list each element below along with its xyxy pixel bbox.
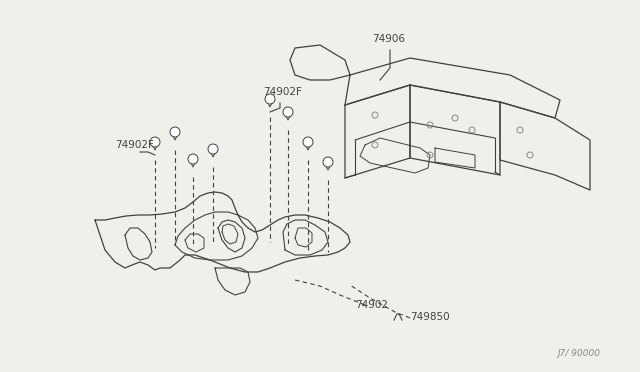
Text: 74902F: 74902F [115, 140, 154, 150]
Text: 74906: 74906 [372, 34, 405, 44]
Circle shape [303, 137, 313, 147]
Text: 74902: 74902 [355, 300, 388, 310]
Polygon shape [325, 164, 331, 170]
Text: J7/ 90000: J7/ 90000 [557, 349, 600, 358]
Polygon shape [210, 151, 216, 157]
Circle shape [150, 137, 160, 147]
Circle shape [188, 154, 198, 164]
Polygon shape [152, 144, 158, 150]
Polygon shape [190, 161, 196, 167]
Circle shape [283, 107, 293, 117]
Text: 74902F: 74902F [263, 87, 302, 97]
Circle shape [208, 144, 218, 154]
Circle shape [170, 127, 180, 137]
Text: 749850: 749850 [410, 312, 450, 322]
Circle shape [265, 94, 275, 104]
Polygon shape [172, 134, 178, 140]
Polygon shape [267, 101, 273, 107]
Circle shape [323, 157, 333, 167]
Polygon shape [285, 114, 291, 120]
Polygon shape [305, 144, 311, 150]
